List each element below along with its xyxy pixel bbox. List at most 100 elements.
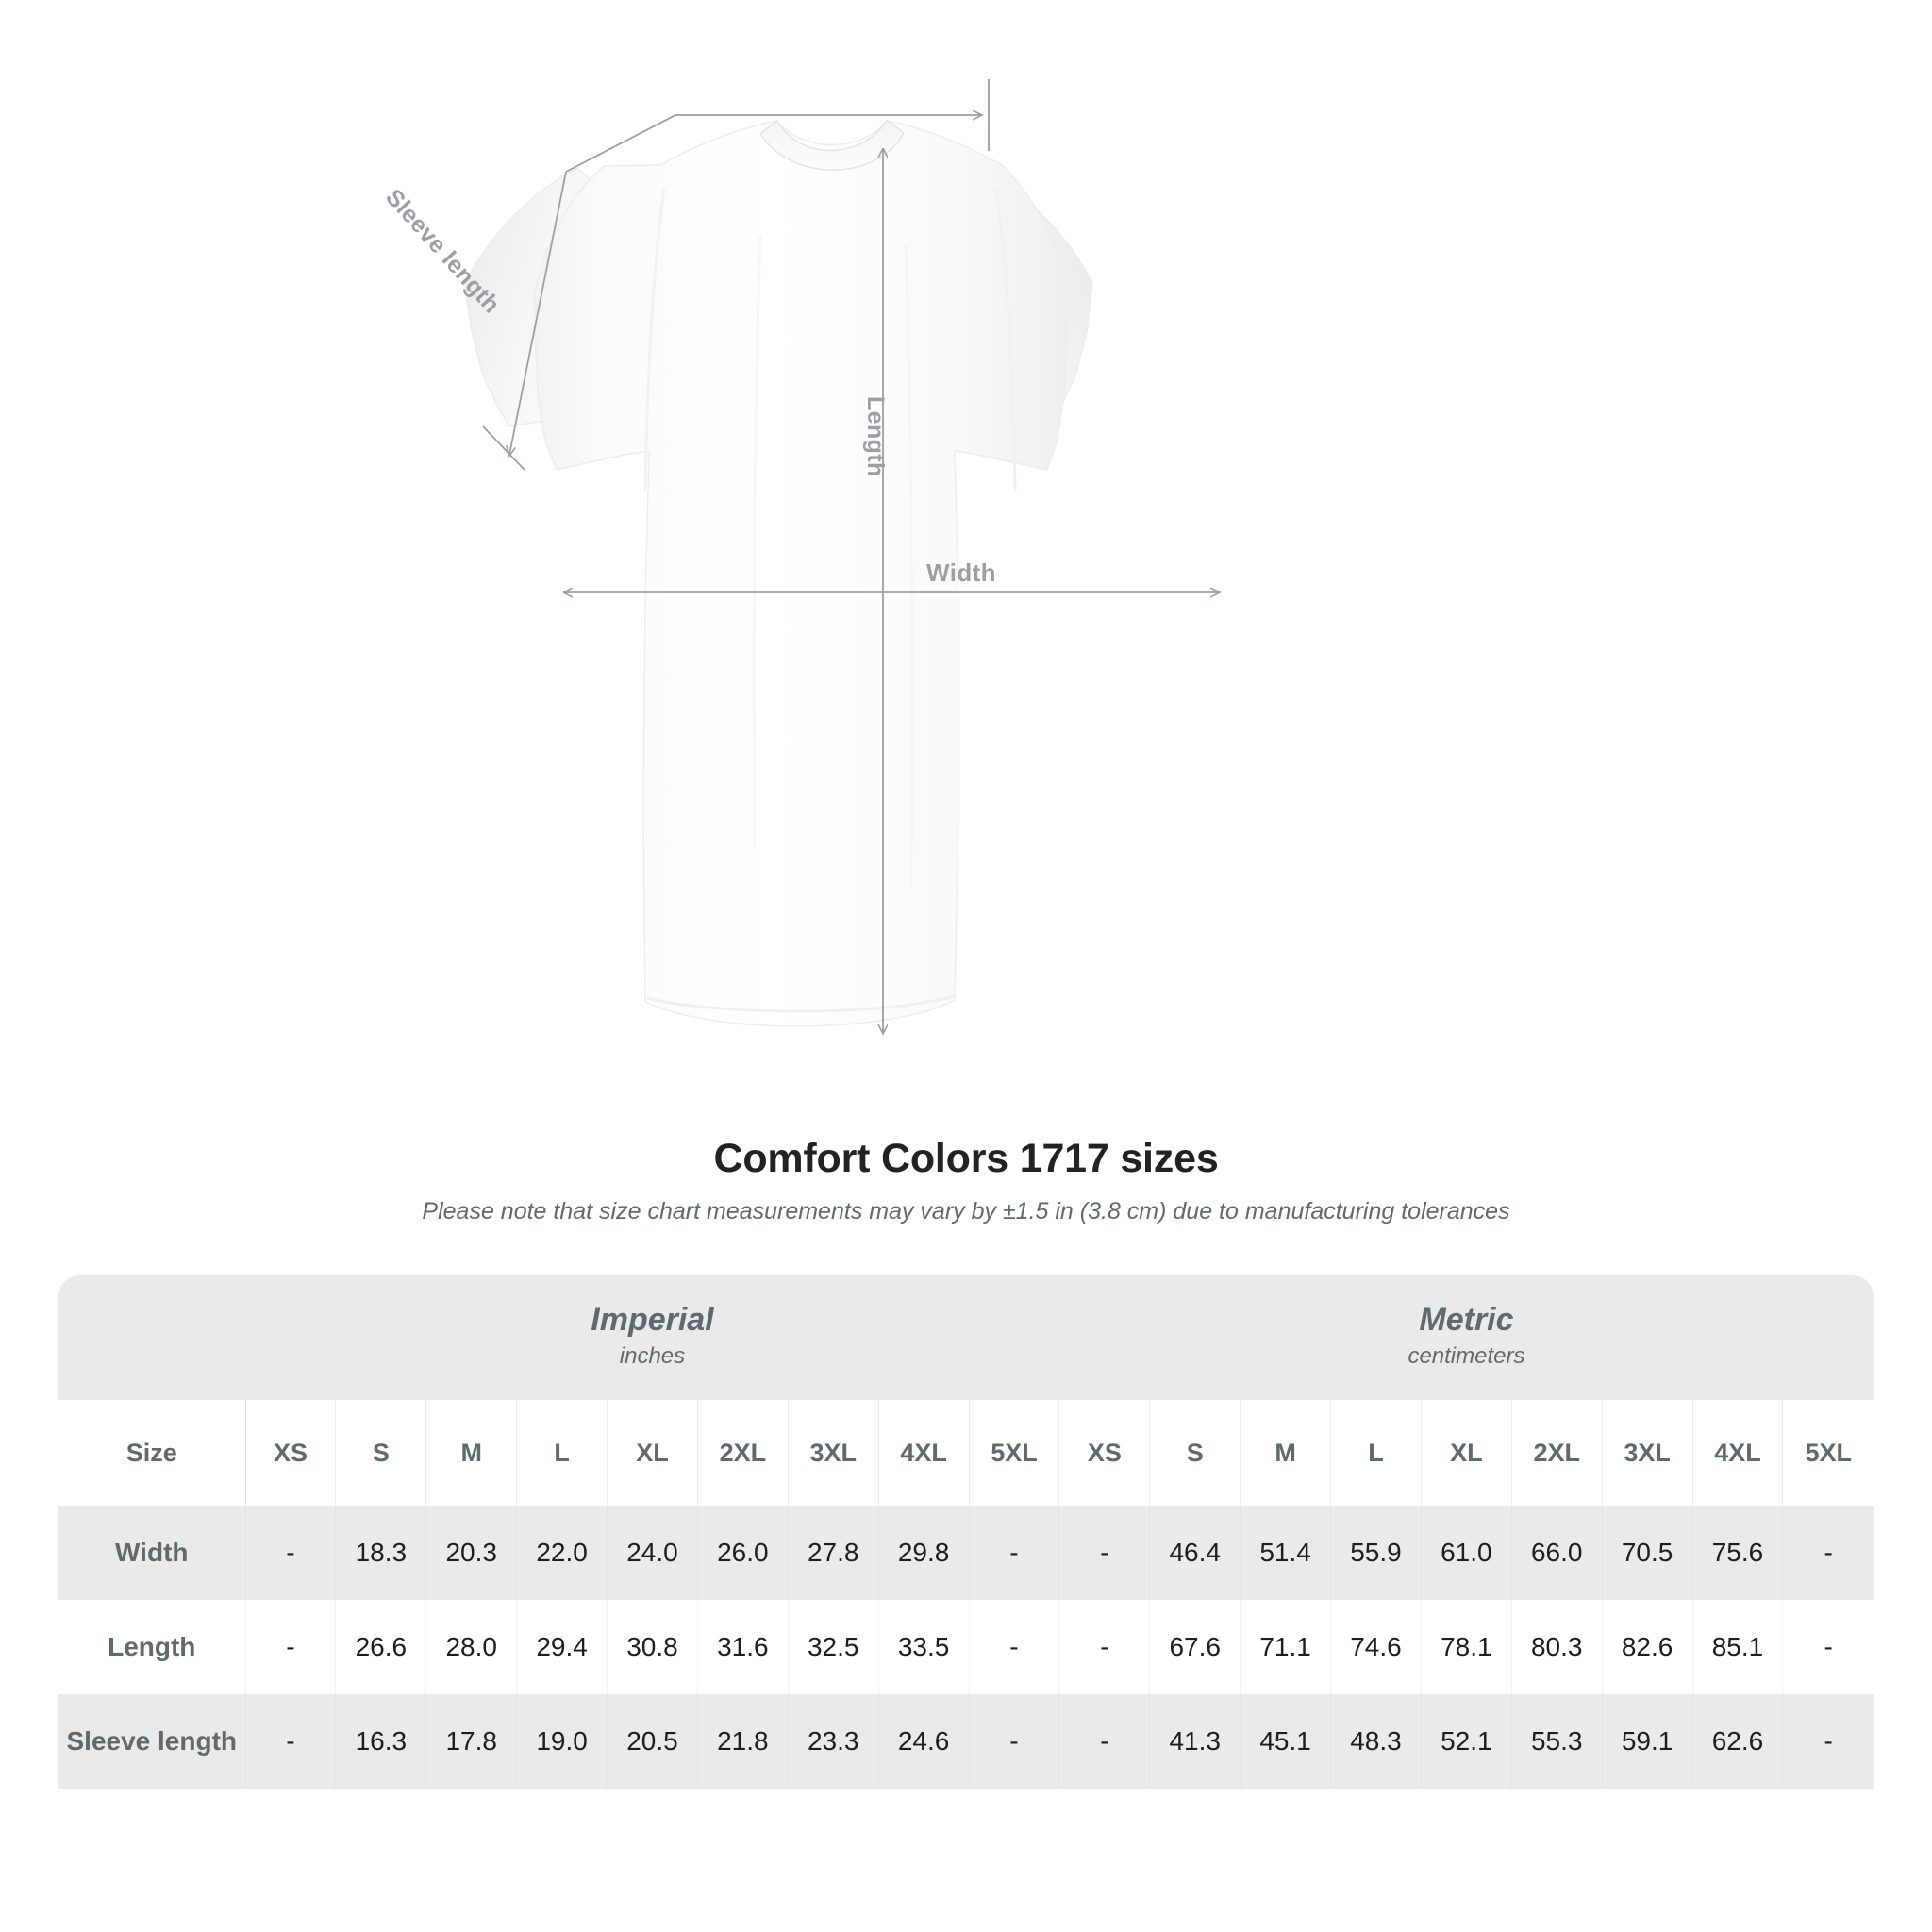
unit-banner-metric: Metric centimeters xyxy=(1058,1275,1874,1400)
cell-width-metric-2xl: 66.0 xyxy=(1511,1506,1603,1600)
size-table: Imperial inches Metric centimeters Size X… xyxy=(58,1275,1874,1789)
column-header-metric-5xl: 5XL xyxy=(1782,1400,1874,1506)
column-header-metric-xl: XL xyxy=(1421,1400,1512,1506)
column-header-metric-2xl: 2XL xyxy=(1511,1400,1603,1506)
column-header-metric-xs: XS xyxy=(1058,1400,1151,1506)
size-header-row: Size XS S M L XL 2XL 3XL 4XL 5XL XS S M L XL 2XL 3XL 4XL 5… xyxy=(58,1400,1874,1506)
column-header-metric-3xl: 3XL xyxy=(1602,1400,1693,1506)
cell-width-imperial-l: 22.0 xyxy=(516,1506,608,1600)
cell-width-metric-s: 46.4 xyxy=(1149,1506,1241,1600)
cell-sleeve-length-metric-xl: 52.1 xyxy=(1421,1694,1512,1789)
column-header-imperial-xl: XL xyxy=(607,1400,698,1506)
tshirt-svg xyxy=(463,79,1932,1113)
unit-name-metric: Metric xyxy=(1419,1302,1514,1339)
column-header-imperial-3xl: 3XL xyxy=(788,1400,879,1506)
unit-sub-imperial: inches xyxy=(619,1342,686,1369)
shirt-body xyxy=(533,120,1071,1027)
column-header-metric-l: L xyxy=(1330,1400,1422,1506)
cell-sleeve-length-metric-m: 45.1 xyxy=(1240,1694,1332,1789)
page-title: Comfort Colors 1717 sizes xyxy=(713,1136,1219,1181)
cell-sleeve-length-imperial-s: 16.3 xyxy=(335,1694,427,1789)
cell-sleeve-length-metric-l: 48.3 xyxy=(1330,1694,1422,1789)
cell-length-metric-5xl: - xyxy=(1782,1600,1874,1694)
column-header-metric-m: M xyxy=(1240,1400,1332,1506)
cell-sleeve-length-imperial-2xl: 21.8 xyxy=(697,1694,789,1789)
cell-sleeve-length-imperial-xl: 20.5 xyxy=(607,1694,698,1789)
cell-width-imperial-3xl: 27.8 xyxy=(788,1506,879,1600)
length-annotation: Length xyxy=(862,396,889,477)
cell-length-imperial-s: 26.6 xyxy=(335,1600,427,1694)
cell-length-metric-l: 74.6 xyxy=(1330,1600,1422,1694)
column-header-imperial-s: S xyxy=(335,1400,427,1506)
column-header-imperial-4xl: 4XL xyxy=(878,1400,970,1506)
table-row: Width -18.3 20.3 22.0 24.0 26.0 27.8 29.8- -46.4… xyxy=(58,1506,1874,1600)
cell-length-imperial-m: 28.0 xyxy=(425,1600,518,1694)
cell-width-imperial-m: 20.3 xyxy=(425,1506,518,1600)
cell-sleeve-length-metric-2xl: 55.3 xyxy=(1511,1694,1603,1789)
sleeve-elbow-leader xyxy=(565,114,676,173)
cell-width-metric-xs: - xyxy=(1058,1506,1151,1600)
cell-length-imperial-4xl: 33.5 xyxy=(878,1600,970,1694)
cell-width-imperial-xs: - xyxy=(245,1506,337,1600)
cell-sleeve-length-imperial-l: 19.0 xyxy=(516,1694,608,1789)
table-row: Sleeve length -16.3 17.8 19.0 20.5 21.8 23.3 24… xyxy=(58,1694,1874,1789)
cell-width-metric-5xl: - xyxy=(1782,1506,1874,1600)
chart-heading: Comfort Colors 1717 sizes Please note th… xyxy=(0,1136,1932,1225)
cell-length-imperial-2xl: 31.6 xyxy=(697,1600,789,1694)
column-header-imperial-m: M xyxy=(425,1400,518,1506)
cell-sleeve-length-metric-s: 41.3 xyxy=(1149,1694,1241,1789)
column-header-size: Size xyxy=(58,1400,246,1506)
cell-sleeve-length-imperial-xs: - xyxy=(245,1694,337,1789)
sleeve-length-arrow xyxy=(509,171,567,455)
cell-length-metric-4xl: 85.1 xyxy=(1692,1600,1784,1694)
row-label-sleeve-length: Sleeve length xyxy=(58,1694,246,1789)
row-label-width: Width xyxy=(58,1506,246,1600)
cell-sleeve-length-metric-3xl: 59.1 xyxy=(1602,1694,1693,1789)
unit-sub-metric: centimeters xyxy=(1407,1342,1525,1369)
column-header-imperial-l: L xyxy=(516,1400,608,1506)
cell-sleeve-length-metric-xs: - xyxy=(1058,1694,1151,1789)
cell-length-imperial-xs: - xyxy=(245,1600,337,1694)
size-table-container: Imperial inches Metric centimeters Size X… xyxy=(58,1275,1874,1789)
sleeve-length-endcap xyxy=(482,425,525,471)
unit-banner-row: Imperial inches Metric centimeters xyxy=(58,1275,1874,1400)
measurement-guides xyxy=(482,79,1219,1033)
cell-width-metric-m: 51.4 xyxy=(1240,1506,1332,1600)
cell-width-metric-l: 55.9 xyxy=(1330,1506,1422,1600)
cell-sleeve-length-imperial-3xl: 23.3 xyxy=(788,1694,879,1789)
column-header-imperial-xs: XS xyxy=(245,1400,337,1506)
cell-sleeve-length-metric-4xl: 62.6 xyxy=(1692,1694,1784,1789)
cell-width-imperial-xl: 24.0 xyxy=(607,1506,698,1600)
cell-length-imperial-3xl: 32.5 xyxy=(788,1600,879,1694)
cell-width-metric-4xl: 75.6 xyxy=(1692,1506,1784,1600)
column-header-metric-4xl: 4XL xyxy=(1692,1400,1784,1506)
tolerance-note: Please note that size chart measurements… xyxy=(422,1198,1510,1225)
cell-length-metric-2xl: 80.3 xyxy=(1511,1600,1603,1694)
cell-width-metric-3xl: 70.5 xyxy=(1602,1506,1693,1600)
column-header-imperial-2xl: 2XL xyxy=(697,1400,789,1506)
cell-sleeve-length-metric-5xl: - xyxy=(1782,1694,1874,1789)
cell-length-metric-xl: 78.1 xyxy=(1421,1600,1512,1694)
cell-length-imperial-xl: 30.8 xyxy=(607,1600,698,1694)
garment-illustration: Sleeve length Length Width xyxy=(380,79,1932,1113)
cell-length-metric-3xl: 82.6 xyxy=(1602,1600,1693,1694)
cell-width-imperial-s: 18.3 xyxy=(335,1506,427,1600)
cell-sleeve-length-imperial-4xl: 24.6 xyxy=(878,1694,970,1789)
unit-banner-imperial: Imperial inches xyxy=(245,1275,1059,1400)
cell-sleeve-length-imperial-5xl: - xyxy=(969,1694,1060,1789)
cell-width-imperial-4xl: 29.8 xyxy=(878,1506,970,1600)
column-header-metric-s: S xyxy=(1149,1400,1241,1506)
column-header-imperial-5xl: 5XL xyxy=(969,1400,1060,1506)
unit-name-imperial: Imperial xyxy=(591,1302,714,1339)
cell-width-imperial-2xl: 26.0 xyxy=(697,1506,789,1600)
cell-length-metric-m: 71.1 xyxy=(1240,1600,1332,1694)
cell-length-metric-s: 67.6 xyxy=(1149,1600,1241,1694)
cell-length-imperial-5xl: - xyxy=(969,1600,1060,1694)
table-row: Length -26.6 28.0 29.4 30.8 31.6 32.5 33.5- -67.… xyxy=(58,1600,1874,1694)
cell-length-imperial-l: 29.4 xyxy=(516,1600,608,1694)
tshirt-shape xyxy=(463,119,1093,1027)
cell-width-imperial-5xl: - xyxy=(969,1506,1060,1600)
collar xyxy=(759,119,905,171)
unit-banner-spacer xyxy=(58,1275,246,1400)
